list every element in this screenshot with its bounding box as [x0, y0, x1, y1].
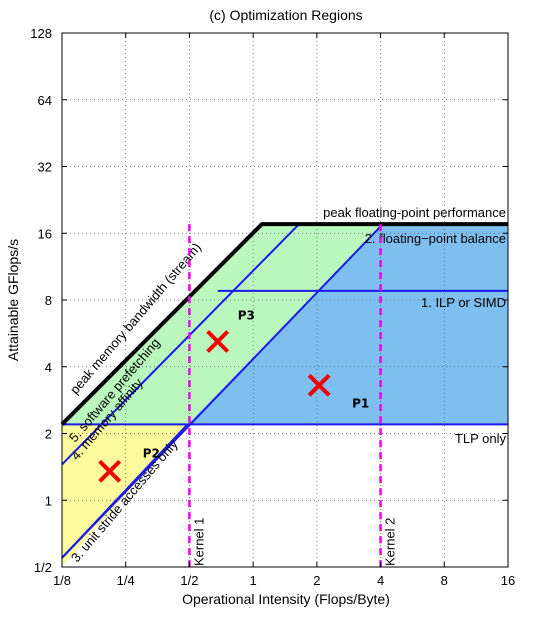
point-label: P3	[238, 308, 255, 322]
roofline	[60, 222, 508, 426]
x-axis-label: Operational Intensity (Flops/Byte)	[182, 591, 390, 607]
ceiling-label-tlp: TLP only	[455, 431, 507, 446]
x-tick-label: 16	[501, 573, 515, 588]
y-tick-label: 8	[45, 293, 52, 308]
kernel-lines: Kernel 1 Kernel 2	[188, 224, 398, 567]
y-tick-label: 1	[45, 493, 52, 508]
point-marker	[206, 330, 230, 353]
point-marker	[98, 459, 122, 483]
x-axis-ticks: 1/8 1/4 1/2 1 2 4 8 16	[53, 33, 515, 588]
ceiling-line	[61, 223, 300, 466]
y-axis-label: Attainable GFlops/s	[5, 239, 21, 361]
x-tick-label: 4	[377, 573, 384, 588]
y-tick-label: 64	[38, 93, 52, 108]
ceiling-line	[61, 423, 189, 559]
ceiling-label-ilp: 1. ILP or SIMD	[421, 295, 506, 310]
x-tick-label: 8	[441, 573, 448, 588]
x-tick-label: 1/4	[117, 573, 135, 588]
ceiling-label-balance: 2. floating−point balance	[365, 231, 506, 246]
x-tick-label: 2	[313, 573, 320, 588]
y-axis-ticks: 1/2 1 2 4 8 16 32 64 128	[30, 26, 508, 575]
point-marker	[307, 373, 331, 397]
point-label: P2	[143, 446, 160, 460]
y-tick-label: 1/2	[34, 560, 52, 575]
y-tick-label: 16	[38, 226, 52, 241]
x-tick-label: 1/2	[180, 573, 198, 588]
chart-title: (c) Optimization Regions	[209, 7, 362, 23]
y-tick-label: 32	[38, 160, 52, 175]
y-tick-label: 4	[45, 360, 52, 375]
kernel-label: Kernel 1	[191, 518, 206, 566]
region-memory	[62, 224, 383, 425]
roof-label-flops: peak floating-point performance	[323, 205, 506, 220]
y-tick-label: 128	[30, 26, 52, 41]
point-label: P1	[352, 396, 369, 410]
x-tick-label: 1	[250, 573, 257, 588]
x-tick-label: 1/8	[53, 573, 71, 588]
region-compute	[187, 224, 508, 425]
data-points: P1 P2 P3	[98, 308, 369, 483]
y-tick-label: 2	[45, 427, 52, 442]
kernel-label: Kernel 2	[383, 518, 398, 566]
